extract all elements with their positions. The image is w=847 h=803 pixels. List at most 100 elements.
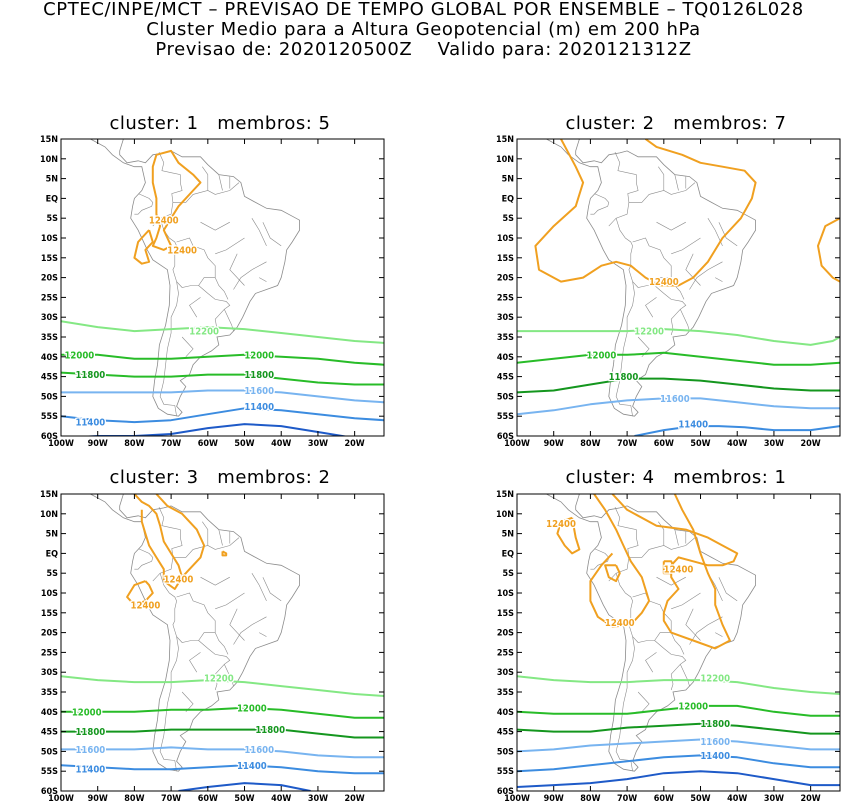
lon-tick-label: 30W (764, 439, 784, 449)
lon-tick-label: 100W (504, 439, 530, 449)
map-area: 12400 12400 12400 12200 12000 11800 11600 11400 (517, 494, 840, 788)
lat-tick-label: 35S (41, 333, 58, 343)
lon-tick-label: 50W (690, 794, 710, 803)
country-border (214, 277, 229, 300)
country-border (233, 261, 267, 290)
country-border (654, 285, 687, 336)
lat-tick-label: 15N (40, 490, 58, 500)
lat-tick-label: 50S (497, 392, 514, 402)
lon-tick-label: 50W (234, 794, 254, 803)
panel-1-title: cluster: 1 membros: 5 (109, 113, 331, 134)
contour-label: 12200 (700, 674, 730, 685)
contour-11800 (61, 728, 384, 739)
lon-tick-label: 40W (271, 794, 291, 803)
country-border (689, 616, 723, 645)
map-frame (516, 493, 841, 792)
country-border (674, 529, 679, 546)
lon-tick-label: 100W (48, 439, 74, 449)
country-border (218, 529, 223, 546)
lon-tick-label: 70W (617, 439, 637, 449)
lat-tick-label: 5N (502, 530, 515, 540)
contour-12400 (155, 494, 206, 578)
lat-tick-label: 20S (41, 274, 58, 284)
map-area: 12400 12200 12000 11800 11600 11400 (517, 139, 840, 436)
country-border (229, 253, 245, 286)
lat-tick-label: 60S (41, 787, 58, 797)
lat-tick-label: 45S (41, 373, 58, 383)
contour-label: 11800 (609, 372, 639, 383)
country-border (615, 636, 635, 772)
contour-11800 (517, 377, 840, 394)
country-border (689, 261, 723, 290)
lon-tick-label: 40W (727, 439, 747, 449)
lat-tick-label: 5N (502, 175, 515, 185)
country-border (715, 632, 723, 637)
contour-label: 12000 (72, 707, 102, 718)
country-border (215, 237, 245, 255)
contour-11200 (178, 782, 311, 791)
country-border (590, 193, 610, 215)
contour-11200 (517, 770, 840, 788)
lon-tick-label: 40W (271, 439, 291, 449)
contour-12400 (556, 516, 581, 555)
lat-tick-label: 15S (41, 254, 58, 264)
lat-tick-label: 40S (41, 708, 58, 718)
lat-tick-label: 55S (41, 412, 58, 422)
contour-label: 12400 (605, 618, 635, 629)
country-border (259, 632, 267, 637)
contour-12400 (589, 494, 651, 628)
lon-tick-label: 20W (345, 794, 365, 803)
lon-tick-label: 80W (580, 794, 600, 803)
lon-tick-label: 40W (727, 794, 747, 803)
contour-label: 11400 (678, 420, 708, 431)
lat-tick-label: 55S (41, 767, 58, 777)
contour-12200 (517, 675, 840, 695)
lon-tick-label: 20W (801, 794, 821, 803)
country-border (628, 537, 696, 558)
lon-tick-label: 100W (48, 794, 74, 803)
lat-tick-label: 10S (497, 234, 514, 244)
contour-label: 11600 (75, 745, 105, 756)
lat-tick-label: 35S (497, 333, 514, 343)
lat-tick-label: EQ (46, 194, 59, 204)
country-border (251, 218, 267, 247)
lat-tick-label: 15S (41, 609, 58, 619)
lat-tick-label: 10N (496, 510, 514, 520)
lon-tick-label: 30W (764, 794, 784, 803)
contour-11600 (517, 397, 840, 416)
country-border (715, 277, 723, 282)
contour-label: 12400 (164, 575, 194, 586)
contour-11400 (517, 754, 840, 773)
contour-label: 12400 (149, 216, 179, 227)
panel-4-title: cluster: 4 membros: 1 (565, 467, 787, 488)
country-border (608, 151, 639, 227)
lon-tick-label: 100W (504, 794, 530, 803)
country-border (674, 174, 679, 191)
contour-12400 (534, 139, 757, 287)
lat-tick-label: 5N (46, 530, 59, 540)
contour-label: 11800 (700, 719, 730, 730)
contour-11400 (634, 425, 840, 436)
lat-tick-label: 30S (497, 313, 514, 323)
lon-tick-label: 20W (801, 439, 821, 449)
contour-label: 12200 (634, 327, 664, 338)
contour-label: 11600 (660, 394, 690, 405)
country-border (229, 608, 245, 641)
contour-12400 (662, 560, 676, 575)
country-border (159, 573, 216, 643)
country-border (202, 521, 209, 546)
contour-label: 11600 (244, 745, 274, 756)
country-border (656, 576, 686, 586)
lon-tick-label: 60W (198, 439, 218, 449)
contour-12000 (61, 706, 384, 719)
country-border (251, 573, 267, 602)
country-border (152, 506, 183, 582)
country-border (198, 285, 231, 336)
country-border (152, 151, 183, 227)
lat-tick-label: 25S (497, 293, 514, 303)
country-border (671, 237, 701, 255)
lat-tick-label: 40S (41, 353, 58, 363)
